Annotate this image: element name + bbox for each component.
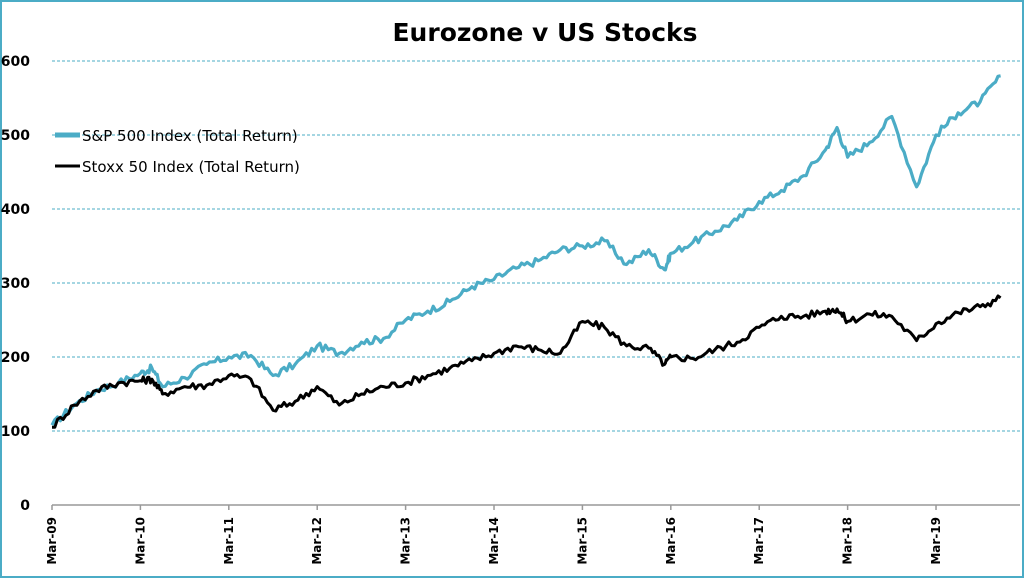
x-tick-label: Mar-19 [929,517,943,565]
y-tick-label: 300 [1,276,30,292]
x-tick-label: Mar-10 [133,517,147,565]
y-tick-label: 500 [1,128,30,144]
y-tick-label: 0 [20,498,30,514]
y-tick-label: 600 [1,54,30,70]
x-tick-label: Mar-15 [575,517,589,565]
x-tick-label: Mar-14 [487,517,501,565]
series-line-sp500 [50,74,1001,426]
series-lines [50,74,1002,429]
y-tick-label: 400 [1,202,30,218]
legend-label-sp500: S&P 500 Index (Total Return) [82,127,298,145]
chart-title: Eurozone v US Stocks [392,18,697,47]
y-tick-label: 100 [1,424,30,440]
x-tick-label: Mar-11 [222,517,236,565]
x-tick-label: Mar-09 [45,517,59,565]
y-axis-labels: 0 100 200 300 400 500 600 [1,54,30,514]
x-tick-label: Mar-16 [664,517,678,565]
y-tick-label: 200 [1,350,30,366]
x-axis: Mar-09 Mar-10 Mar-11 Mar-12 Mar-13 Mar-14 Mar-… [45,504,1020,565]
legend: S&P 500 Index (Total Return) Stoxx 50 In… [55,127,300,176]
series-line-stoxx50 [52,294,1002,429]
x-tick-label: Mar-12 [310,517,324,565]
x-tick-label: Mar-13 [399,517,413,565]
legend-label-stoxx50: Stoxx 50 Index (Total Return) [82,158,300,176]
gridlines [52,60,1020,432]
x-tick-label: Mar-17 [752,517,766,565]
x-tick-label: Mar-18 [841,517,855,565]
